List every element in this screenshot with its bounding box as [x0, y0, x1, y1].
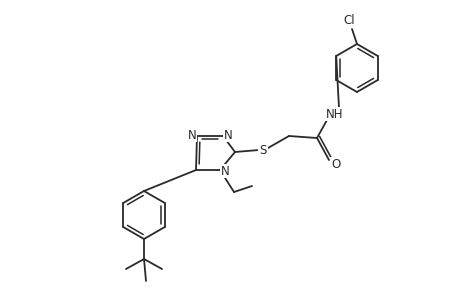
Text: N: N	[187, 128, 196, 142]
Text: N: N	[220, 164, 229, 178]
Text: S: S	[259, 143, 266, 157]
Text: Cl: Cl	[342, 14, 354, 26]
Text: O: O	[330, 158, 340, 170]
Text: NH: NH	[325, 107, 343, 121]
Text: N: N	[223, 128, 232, 142]
